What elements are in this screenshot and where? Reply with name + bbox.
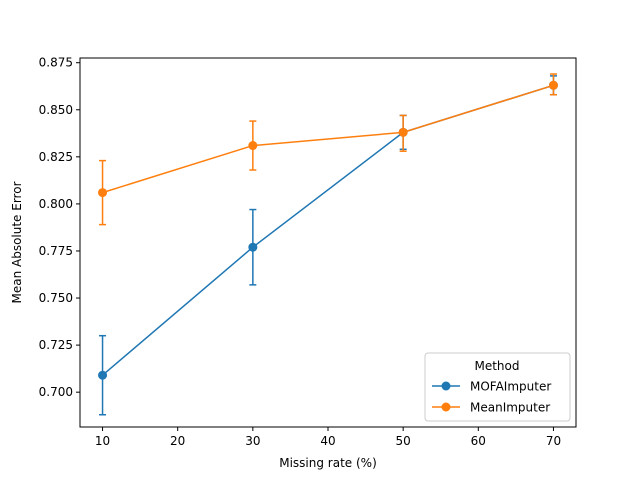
data-point	[548, 80, 558, 90]
legend: Method MOFAImputer MeanImputer	[424, 352, 571, 422]
y-tick-label: 0.700	[39, 385, 73, 399]
series-line	[102, 84, 554, 194]
y-tick-label: 0.875	[39, 56, 73, 70]
x-tick-label: 70	[546, 434, 561, 448]
x-tick-label: 10	[95, 434, 110, 448]
x-tick-label: 60	[471, 434, 486, 448]
y-tick-label: 0.725	[39, 338, 73, 352]
legend-entry: MOFAImputer	[432, 380, 551, 394]
y-axis: 0.700 0.725 0.750 0.775 0.800 0.825 0.850 0.875	[39, 56, 80, 399]
legend-title: Method	[474, 359, 519, 373]
x-tick-label: 50	[396, 434, 411, 448]
legend-label: MOFAImputer	[470, 380, 551, 394]
x-tick-label: 30	[245, 434, 260, 448]
legend-entries: MOFAImputer MeanImputer	[432, 380, 551, 415]
y-tick-label: 0.775	[39, 244, 73, 258]
y-tick-label: 0.800	[39, 197, 73, 211]
legend-box	[424, 352, 571, 422]
legend-label: MeanImputer	[470, 401, 550, 415]
x-tick-label: 40	[320, 434, 335, 448]
series-MeanImputer	[98, 73, 558, 226]
x-axis-label: Missing rate (%)	[279, 456, 377, 470]
y-tick-label: 0.750	[39, 291, 73, 305]
data-point	[98, 370, 108, 380]
data-point	[248, 141, 258, 151]
data-point	[398, 127, 408, 137]
x-tick-label: 20	[170, 434, 185, 448]
x-axis: 10 20 30 40 50 60 70	[95, 427, 561, 448]
data-point	[248, 242, 258, 252]
y-axis-label: Mean Absolute Error	[10, 181, 24, 303]
legend-marker	[441, 402, 451, 412]
legend-marker	[441, 381, 451, 391]
y-tick-label: 0.850	[39, 103, 73, 117]
y-tick-label: 0.825	[39, 150, 73, 164]
plot-marks	[98, 73, 558, 416]
legend-entry: MeanImputer	[432, 401, 550, 415]
data-point	[98, 188, 108, 198]
